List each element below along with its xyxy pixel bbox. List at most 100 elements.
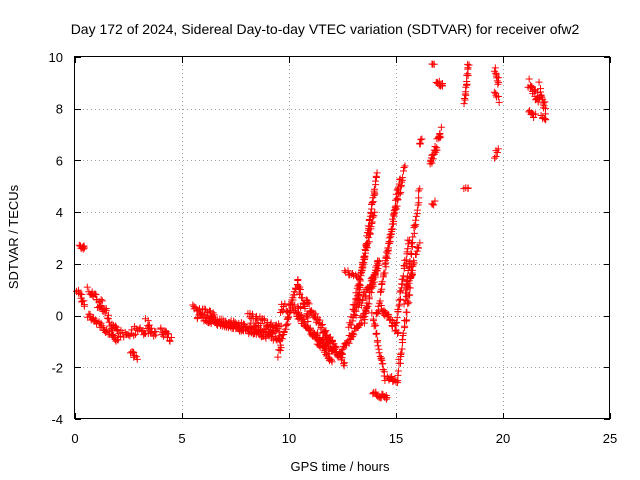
data-point: [372, 172, 380, 180]
data-point: [394, 371, 402, 379]
y-tick-label: 6: [56, 153, 63, 168]
data-point: [362, 304, 370, 312]
data-point: [339, 345, 347, 353]
x-tick-label: 0: [71, 431, 78, 446]
data-point: [410, 221, 418, 229]
data-point: [371, 271, 379, 279]
data-point: [372, 322, 380, 330]
data-point: [437, 123, 445, 131]
data-point: [394, 328, 402, 336]
data-point: [277, 341, 285, 349]
data-point: [231, 321, 239, 329]
data-point: [404, 245, 412, 253]
data-point: [375, 349, 383, 357]
data-point: [397, 350, 405, 358]
data-point: [285, 314, 293, 322]
data-point: [542, 116, 550, 124]
data-point: [394, 195, 402, 203]
data-point: [296, 285, 304, 293]
data-point: [399, 167, 407, 175]
data-point: [403, 316, 411, 324]
data-point: [371, 177, 379, 185]
data-point: [92, 291, 100, 299]
data-point: [165, 330, 173, 338]
y-tick-label: -4: [51, 412, 63, 427]
data-point: [378, 356, 386, 364]
data-point: [396, 190, 404, 198]
data-point: [399, 329, 407, 337]
data-point: [417, 136, 425, 144]
data-point: [314, 329, 322, 337]
data-point: [399, 272, 407, 280]
data-point: [337, 354, 345, 362]
data-point: [541, 98, 549, 106]
data-point: [402, 289, 410, 297]
data-point: [401, 162, 409, 170]
data-point: [381, 269, 389, 277]
data-point: [80, 297, 88, 305]
y-tick-label: 8: [56, 102, 63, 117]
data-point: [430, 60, 438, 68]
data-point: [129, 348, 137, 356]
data-point: [532, 110, 540, 118]
data-point: [430, 201, 438, 209]
data-point: [382, 395, 390, 403]
data-point: [388, 225, 396, 233]
data-point: [535, 78, 543, 86]
data-point: [257, 319, 265, 327]
data-point: [305, 300, 313, 308]
data-point: [304, 298, 312, 306]
y-tick-labels: -4 -2 0 2 4 6 8 10: [49, 50, 63, 427]
data-point: [372, 329, 380, 337]
data-point: [462, 88, 470, 96]
data-point: [372, 263, 380, 271]
data-point: [373, 267, 381, 275]
data-point: [397, 183, 405, 191]
data-point: [461, 96, 469, 104]
data-point: [166, 337, 174, 345]
data-point: [541, 115, 549, 123]
data-point: [406, 291, 414, 299]
data-point: [131, 351, 139, 359]
data-point: [308, 307, 316, 315]
data-point: [392, 378, 400, 386]
data-point: [331, 348, 339, 356]
data-point: [378, 280, 386, 288]
data-point: [464, 70, 472, 78]
data-point: [78, 290, 86, 298]
data-point: [319, 321, 327, 329]
data-point: [386, 238, 394, 246]
data-point: [540, 102, 548, 110]
data-point: [98, 297, 106, 305]
data-point: [218, 322, 226, 330]
data-point: [362, 241, 370, 249]
data-point: [493, 77, 501, 85]
data-point: [356, 277, 364, 285]
data-point: [392, 319, 400, 327]
data-point: [133, 355, 141, 363]
data-point: [284, 320, 292, 328]
data-point: [374, 257, 382, 265]
y-tick-label: 4: [56, 205, 63, 220]
data-point: [389, 220, 397, 228]
data-point: [347, 321, 355, 329]
data-point: [277, 322, 285, 330]
data-point: [394, 367, 402, 375]
data-point: [400, 163, 408, 171]
data-point: [415, 244, 423, 252]
data-point: [366, 288, 374, 296]
data-point: [103, 314, 111, 322]
data-point: [192, 304, 200, 312]
data-point: [437, 133, 445, 141]
data-point: [297, 304, 305, 312]
data-point: [405, 279, 413, 287]
data-point: [401, 296, 409, 304]
data-point: [367, 210, 375, 218]
data-point: [319, 336, 327, 344]
data-point: [300, 320, 308, 328]
y-tick-label: 2: [56, 257, 63, 272]
data-point: [395, 355, 403, 363]
data-point: [340, 362, 348, 370]
x-tick-label: 25: [603, 431, 617, 446]
